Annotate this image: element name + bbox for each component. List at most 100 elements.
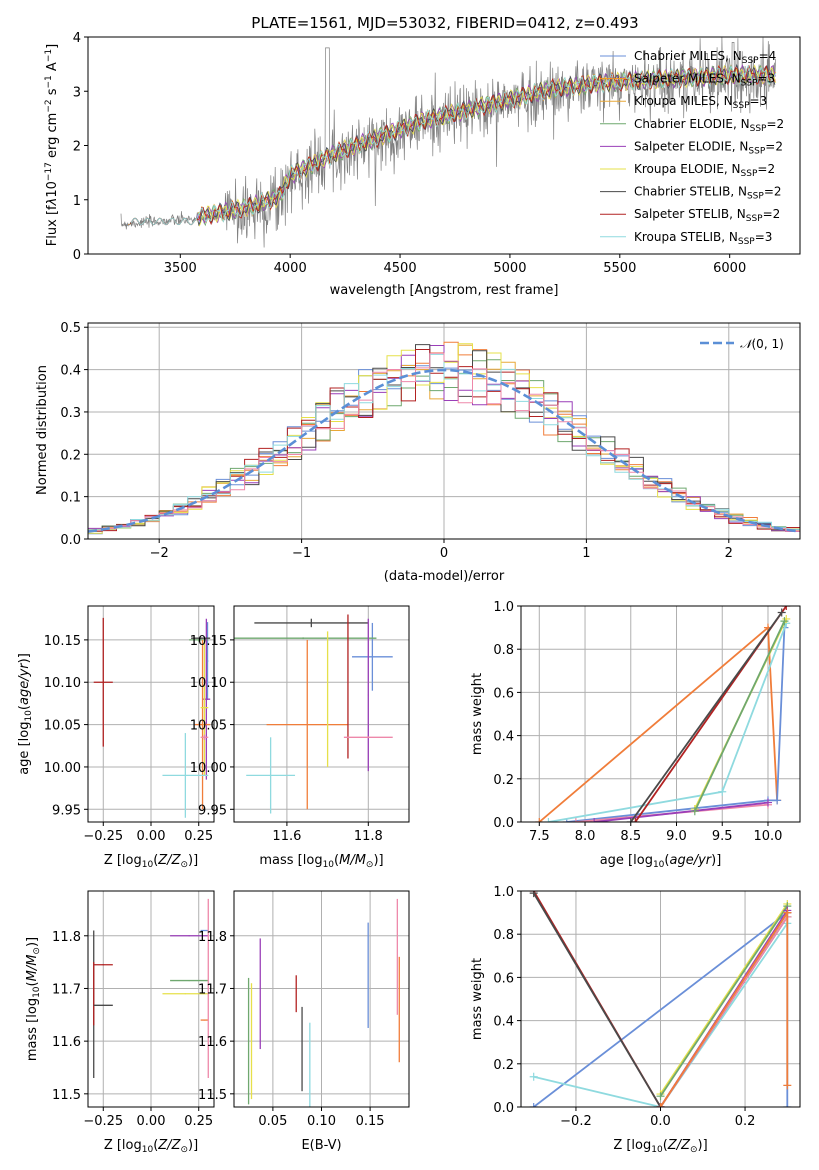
legend-label: Salpeter STELIB, NSSP=2 — [634, 207, 780, 224]
data-point-errorbar — [170, 979, 209, 982]
data-point-errorbar — [367, 618, 369, 772]
x-axis-label: wavelength [Angstrom, rest frame] — [330, 283, 559, 298]
y-tick-label: 0.4 — [60, 364, 81, 379]
y-tick-label: 0.8 — [493, 928, 514, 943]
weight-marker — [690, 807, 699, 816]
weight-series — [590, 798, 772, 822]
y-tick-label: 10.05 — [44, 719, 81, 734]
y-tick-label: 0.2 — [493, 773, 514, 788]
x-tick-label: 11.6 — [272, 829, 301, 844]
y-tick-label: 0.2 — [493, 1058, 514, 1073]
y-tick-label: 0.1 — [60, 491, 81, 506]
x-axis-label: Z [log10(Z/Z⊙)] — [104, 853, 198, 870]
weight-marker — [773, 796, 782, 805]
y-axis-label: Flux [fλ10−17 erg cm−2 s−1 A−1] — [44, 44, 60, 246]
x-tick-label: −0.25 — [83, 1114, 123, 1129]
y-tick-label: 10.15 — [44, 634, 81, 649]
weight-marker — [763, 798, 772, 807]
x-tick-label: 9.5 — [712, 829, 733, 844]
axes-frame — [87, 605, 215, 823]
legend-label: Kroupa STELIB, NSSP=3 — [634, 230, 772, 247]
y-tick-label: 0.0 — [493, 1101, 514, 1116]
data-point-errorbar — [93, 1004, 113, 1006]
y-tick-label: 9.95 — [52, 803, 81, 818]
data-point-errorbar — [347, 614, 349, 759]
weight-line — [566, 627, 786, 822]
model-spectrum-line — [130, 64, 776, 226]
x-tick-label: 0 — [440, 546, 448, 561]
weight-marker — [590, 818, 599, 822]
y-tick-label: 11.5 — [52, 1088, 81, 1103]
legend-label: Salpeter MILES, NSSP=3 — [634, 72, 775, 89]
x-tick-label: 4500 — [384, 261, 417, 276]
data-point-errorbar — [254, 618, 369, 628]
weight-marker — [529, 891, 538, 898]
axes-frame — [87, 36, 801, 255]
y-tick-label: 10.00 — [190, 761, 227, 776]
weight-marker — [780, 617, 789, 626]
y-tick-label: 1.0 — [493, 885, 514, 900]
data-point-errorbar — [266, 639, 348, 810]
weight-marker — [777, 608, 786, 617]
weight-marker — [529, 1103, 538, 1107]
y-tick-label: 1.0 — [493, 600, 514, 615]
x-tick-label: 8.0 — [575, 829, 596, 844]
x-tick-label: 0.10 — [307, 1114, 336, 1129]
legend-label: Salpeter ELODIE, NSSP=2 — [634, 139, 783, 156]
y-tick-label: 0.0 — [493, 816, 514, 831]
y-tick-label: 3 — [73, 85, 81, 100]
y-tick-label: 10.05 — [190, 719, 227, 734]
x-tick-label: −1 — [292, 546, 311, 561]
y-tick-label: 11.7 — [52, 982, 81, 997]
weight-line — [659, 903, 789, 1095]
x-tick-label: 0.15 — [356, 1114, 385, 1129]
data-point-errorbar — [170, 935, 209, 937]
y-axis-label: mass [log10(M/M⊙)] — [25, 937, 42, 1061]
x-axis-label: Z [log10(Z/Z⊙)] — [104, 1138, 198, 1155]
y-tick-label: 0.0 — [60, 533, 81, 548]
data-point-errorbar — [200, 929, 209, 932]
y-tick-label: 11.6 — [198, 1035, 227, 1050]
y-tick-label: 10.10 — [190, 676, 227, 691]
residual-histogram — [88, 352, 800, 532]
data-point-errorbar — [93, 617, 113, 747]
y-tick-label: 11.8 — [198, 930, 227, 945]
x-tick-label: 9.0 — [666, 829, 687, 844]
y-tick-label: 0.4 — [493, 1015, 514, 1030]
weight-marker — [782, 606, 791, 610]
x-tick-label: −0.25 — [83, 829, 123, 844]
y-tick-label: 0.8 — [493, 643, 514, 658]
chart-title: PLATE=1561, MJD=53032, FIBERID=0412, z=0… — [251, 14, 638, 32]
data-point-errorbar — [162, 733, 209, 818]
x-tick-label: 11.8 — [354, 829, 383, 844]
axes-frame — [87, 890, 215, 1108]
y-tick-label: 11.5 — [198, 1088, 227, 1103]
data-point-errorbar — [326, 631, 329, 767]
y-tick-label: 0.5 — [60, 321, 81, 336]
x-tick-label: −2 — [150, 546, 169, 561]
x-tick-label: 4000 — [274, 261, 307, 276]
x-axis-label: mass [log10(M/M⊙)] — [259, 853, 383, 870]
data-point-errorbar — [200, 1019, 209, 1021]
legend-label: Kroupa ELODIE, NSSP=2 — [634, 162, 775, 179]
weight-marker — [718, 787, 727, 796]
y-tick-label: 1 — [73, 194, 81, 209]
x-tick-label: 0.00 — [137, 829, 166, 844]
y-tick-label: 11.8 — [52, 930, 81, 945]
y-tick-label: 0.4 — [493, 730, 514, 745]
data-point-errorbar — [352, 622, 393, 691]
data-point-errorbar — [93, 964, 113, 966]
y-tick-label: 0 — [73, 248, 81, 263]
y-tick-label: 0.2 — [60, 448, 81, 463]
x-tick-label: 0.25 — [184, 829, 213, 844]
x-axis-label: Z [log10(Z/Z⊙)] — [613, 1138, 707, 1155]
y-tick-label: 10.00 — [44, 761, 81, 776]
y-tick-label: 0.6 — [493, 971, 514, 986]
axes-frame — [233, 890, 410, 1108]
axes-frame — [520, 605, 801, 823]
x-tick-label: 0.00 — [137, 1114, 166, 1129]
axes-frame — [520, 890, 801, 1108]
x-tick-label: 8.5 — [620, 829, 641, 844]
y-axis-label: Normed distribution — [35, 365, 50, 495]
x-axis-label: age [log10(age/yr)] — [600, 853, 722, 870]
